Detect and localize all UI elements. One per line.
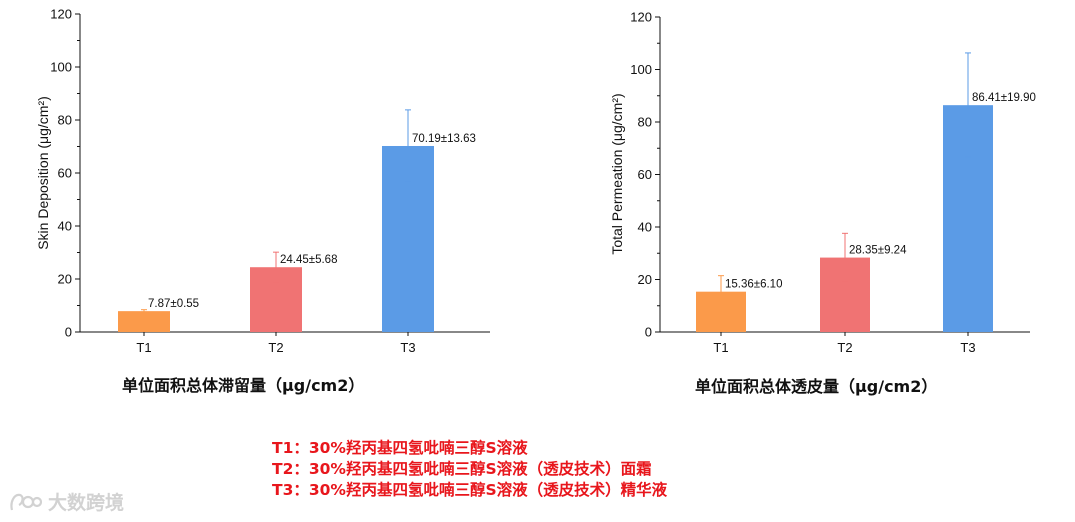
y-tick-label: 100 <box>630 62 652 77</box>
x-tick-label-t3: T3 <box>960 340 975 355</box>
x-tick-label-t1: T1 <box>136 340 151 355</box>
legend-line-t2: T2：30%羟丙基四氢吡喃三醇S溶液（透皮技术）面霜 <box>272 460 652 478</box>
y-tick-label: 40 <box>58 219 72 234</box>
chart1-caption: 单位面积总体滞留量（μg/cm2） <box>122 376 365 395</box>
x-tick-label-t2: T2 <box>268 340 283 355</box>
data-label-t3: 70.19±13.63 <box>412 133 476 145</box>
data-label-t3: 86.41±19.90 <box>972 92 1036 104</box>
legend-line-t1: T1：30%羟丙基四氢吡喃三醇S溶液 <box>272 439 528 457</box>
treatment-legend: T1：30%羟丙基四氢吡喃三醇S溶液 T2：30%羟丙基四氢吡喃三醇S溶液（透皮… <box>272 438 667 501</box>
x-tick-label-t1: T1 <box>713 340 728 355</box>
y-tick-label: 60 <box>58 166 72 181</box>
y-tick-label: 80 <box>638 115 652 130</box>
y-axis-title: Skin Deposition (μg/cm²) <box>35 96 51 250</box>
chart2-caption: 单位面积总体透皮量（μg/cm2） <box>695 377 938 396</box>
y-tick-label: 20 <box>58 272 72 287</box>
data-label-t2: 24.45±5.68 <box>280 254 337 266</box>
y-tick-label: 40 <box>638 220 652 235</box>
y-tick-label: 0 <box>65 325 72 340</box>
chart-1: 0 20 40 60 80 100 120 Skin Deposition (μg/cm²) T… <box>35 7 490 355</box>
y-tick-label: 20 <box>638 272 652 287</box>
y-tick-label: 80 <box>58 113 72 128</box>
chart-2: 0 20 40 60 80 100 120 Total Permeation (μg/cm²)… <box>609 10 1036 356</box>
watermark-logo-icon <box>10 493 42 510</box>
y-axis-title: Total Permeation (μg/cm²) <box>609 93 625 254</box>
y-tick-label: 100 <box>50 60 72 75</box>
y-tick-label: 0 <box>645 325 652 340</box>
data-label-t1: 15.36±6.10 <box>725 279 782 291</box>
y-tick-label: 60 <box>638 167 652 182</box>
watermark-text: 大数跨境 <box>48 492 125 514</box>
legend-line-t3: T3：30%羟丙基四氢吡喃三醇S溶液（透皮技术）精华液 <box>272 481 668 499</box>
x-tick-label-t3: T3 <box>400 340 415 355</box>
bar-t1 <box>118 311 170 332</box>
y-tick-label: 120 <box>630 10 652 25</box>
data-label-t1: 7.87±0.55 <box>148 298 199 310</box>
x-tick-label-t2: T2 <box>837 340 852 355</box>
y-tick-label: 120 <box>50 7 72 22</box>
watermark: 大数跨境 <box>8 488 124 515</box>
data-label-t2: 28.35±9.24 <box>849 245 907 257</box>
